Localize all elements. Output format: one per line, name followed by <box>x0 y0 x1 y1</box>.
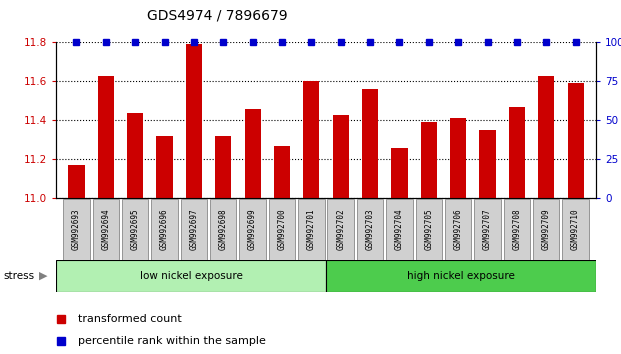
FancyBboxPatch shape <box>210 200 237 259</box>
Text: GSM992709: GSM992709 <box>542 209 551 250</box>
Text: low nickel exposure: low nickel exposure <box>140 271 242 281</box>
Text: GSM992710: GSM992710 <box>571 209 580 250</box>
FancyBboxPatch shape <box>474 200 501 259</box>
Bar <box>186 45 202 198</box>
Text: GSM992702: GSM992702 <box>336 209 345 250</box>
Text: stress: stress <box>3 271 34 281</box>
FancyBboxPatch shape <box>533 200 560 259</box>
FancyBboxPatch shape <box>93 200 119 259</box>
Bar <box>333 115 349 198</box>
Bar <box>215 136 232 198</box>
Text: GSM992704: GSM992704 <box>395 209 404 250</box>
Bar <box>420 122 437 198</box>
FancyBboxPatch shape <box>327 200 354 259</box>
FancyBboxPatch shape <box>181 200 207 259</box>
Text: GSM992700: GSM992700 <box>278 209 286 250</box>
FancyBboxPatch shape <box>357 200 383 259</box>
Bar <box>274 146 290 198</box>
FancyBboxPatch shape <box>269 200 295 259</box>
Text: GSM992706: GSM992706 <box>454 209 463 250</box>
Text: GSM992707: GSM992707 <box>483 209 492 250</box>
Bar <box>538 75 555 198</box>
FancyBboxPatch shape <box>122 200 148 259</box>
Text: GSM992703: GSM992703 <box>366 209 374 250</box>
Text: GSM992698: GSM992698 <box>219 209 228 250</box>
Text: GSM992695: GSM992695 <box>130 209 140 250</box>
Bar <box>68 165 84 198</box>
Text: GSM992693: GSM992693 <box>72 209 81 250</box>
Text: ▶: ▶ <box>39 271 48 281</box>
Bar <box>568 84 584 198</box>
Text: GSM992701: GSM992701 <box>307 209 316 250</box>
FancyBboxPatch shape <box>504 200 530 259</box>
FancyBboxPatch shape <box>298 200 325 259</box>
Text: transformed count: transformed count <box>78 314 181 325</box>
FancyBboxPatch shape <box>56 260 326 292</box>
FancyBboxPatch shape <box>326 260 596 292</box>
Bar <box>245 109 261 198</box>
FancyBboxPatch shape <box>63 200 89 259</box>
FancyBboxPatch shape <box>563 200 589 259</box>
Text: GSM992696: GSM992696 <box>160 209 169 250</box>
Text: GSM992708: GSM992708 <box>512 209 522 250</box>
FancyBboxPatch shape <box>415 200 442 259</box>
Text: GDS4974 / 7896679: GDS4974 / 7896679 <box>147 9 288 23</box>
Bar <box>509 107 525 198</box>
FancyBboxPatch shape <box>152 200 178 259</box>
Bar <box>127 113 143 198</box>
Bar <box>391 148 407 198</box>
Text: GSM992699: GSM992699 <box>248 209 257 250</box>
Text: percentile rank within the sample: percentile rank within the sample <box>78 336 265 346</box>
Bar <box>450 119 466 198</box>
FancyBboxPatch shape <box>240 200 266 259</box>
Bar <box>156 136 173 198</box>
Text: high nickel exposure: high nickel exposure <box>407 271 515 281</box>
Bar <box>479 130 496 198</box>
Bar <box>97 75 114 198</box>
FancyBboxPatch shape <box>445 200 471 259</box>
Text: GSM992694: GSM992694 <box>101 209 111 250</box>
Text: GSM992697: GSM992697 <box>189 209 198 250</box>
Bar <box>303 81 319 198</box>
Bar <box>362 89 378 198</box>
Text: GSM992705: GSM992705 <box>424 209 433 250</box>
FancyBboxPatch shape <box>386 200 412 259</box>
